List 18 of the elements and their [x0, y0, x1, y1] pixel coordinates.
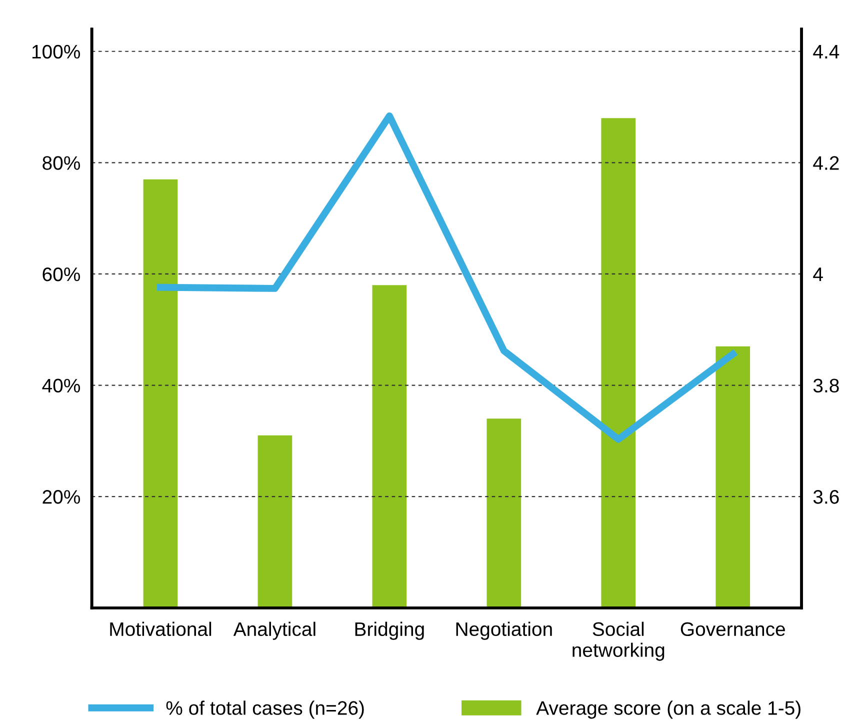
y-tick-label: 60%	[42, 267, 80, 282]
y2-tick-label: 3.6	[813, 490, 839, 504]
legend-label: % of total cases (n=26)	[166, 700, 364, 719]
x-tick-label: Analytical	[233, 622, 316, 640]
x-tick-label: Motivational	[110, 622, 212, 636]
x-tick-label: Social networking	[572, 622, 664, 661]
legend-label: Average score (on a scale 1-5)	[536, 700, 800, 719]
y-tick-label: 80%	[42, 156, 80, 170]
x-tick-label: Negotiation	[456, 622, 552, 640]
y-tick-label: 40%	[42, 378, 80, 393]
y2-tick-label: 4.2	[813, 156, 839, 170]
y2-tick-label: 4.4	[813, 45, 840, 58]
y2-tick-label: 4	[813, 268, 823, 282]
x-tick-label: Bridging	[355, 622, 424, 640]
y-tick-label: 20%	[42, 490, 80, 504]
y2-tick-label: 3.8	[813, 378, 839, 393]
y-tick-label: 100%	[32, 44, 80, 59]
x-tick-label: Governance	[680, 622, 785, 636]
